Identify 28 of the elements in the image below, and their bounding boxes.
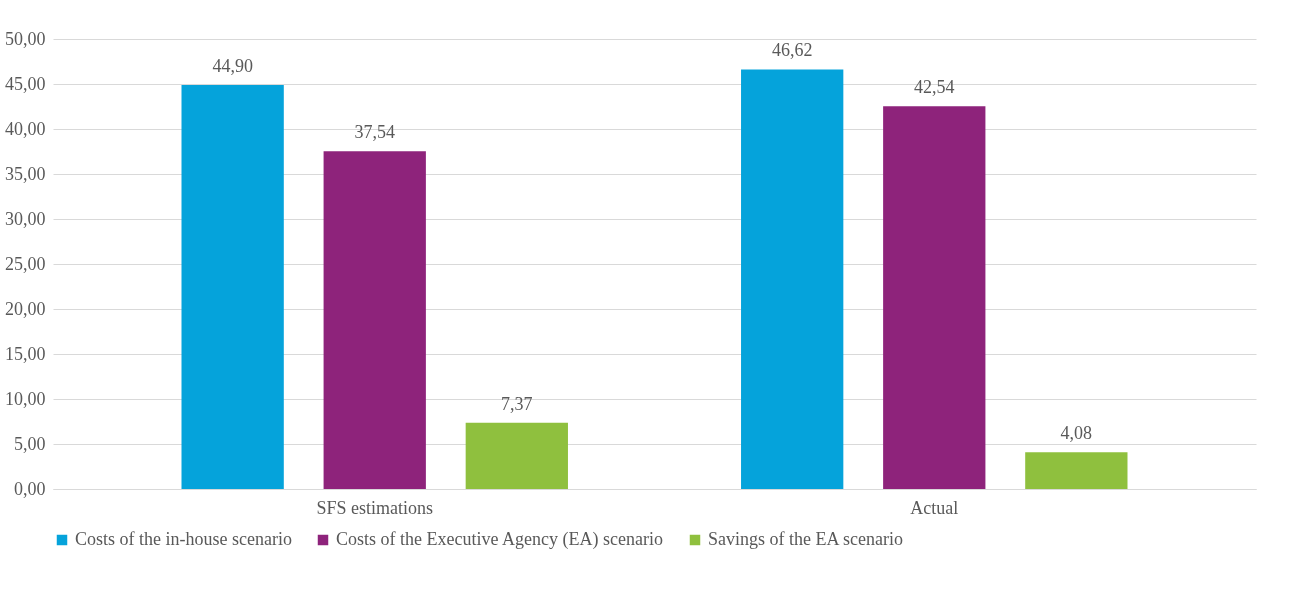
legend-label: Costs of the Executive Agency (EA) scenario xyxy=(336,529,663,550)
legend-label: Costs of the in-house scenario xyxy=(75,529,292,549)
y-tick-label: 35,00 xyxy=(5,163,46,184)
data-label: 46,62 xyxy=(771,40,813,61)
y-tick-label: 10,00 xyxy=(5,388,46,409)
y-tick-label: 30,00 xyxy=(5,208,46,229)
bar xyxy=(883,106,986,489)
bar xyxy=(1025,452,1128,489)
data-label: 44,90 xyxy=(212,55,253,76)
data-label: 7,37 xyxy=(501,393,533,414)
y-tick-label: 15,00 xyxy=(5,343,46,364)
bar xyxy=(181,84,284,489)
x-tick-label: SFS estimations xyxy=(316,497,433,518)
bar xyxy=(323,151,426,489)
x-tick-label: Actual xyxy=(910,497,959,518)
bar xyxy=(465,422,568,489)
y-tick-label: 0,00 xyxy=(14,478,46,499)
y-tick-label: 50,00 xyxy=(5,28,46,49)
legend-label: Savings of the EA scenario xyxy=(708,529,903,549)
y-tick-label: 25,00 xyxy=(5,253,46,274)
y-tick-label: 20,00 xyxy=(5,298,46,319)
y-tick-label: 5,00 xyxy=(14,433,46,454)
data-label: 4,08 xyxy=(1060,423,1093,444)
y-tick-label: 45,00 xyxy=(5,73,46,94)
bar xyxy=(741,69,844,489)
data-label: 42,54 xyxy=(914,77,955,98)
y-tick-label: 40,00 xyxy=(5,118,46,139)
data-label: 37,54 xyxy=(354,122,395,143)
